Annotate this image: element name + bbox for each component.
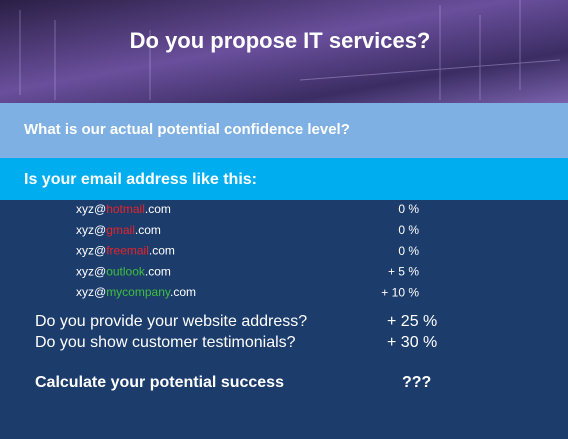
email-prefix: xyz@ <box>76 285 106 299</box>
email-score: 0 % <box>398 223 419 237</box>
criteria-list: Do you provide your website address? + 25… <box>35 313 437 351</box>
email-address: xyz@mycompany.com <box>76 285 196 299</box>
criterion-label: Do you provide your website address? <box>35 313 307 330</box>
email-suffix: .com <box>135 223 161 237</box>
email-prefix: xyz@ <box>76 202 106 216</box>
email-address: xyz@gmail.com <box>76 223 161 237</box>
email-suffix: .com <box>145 202 171 216</box>
email-domain: hotmail <box>106 202 145 216</box>
question: What is our actual potential confidence … <box>24 121 350 138</box>
question-band <box>0 103 568 158</box>
email-address: xyz@hotmail.com <box>76 202 171 216</box>
email-domain: gmail <box>106 223 135 237</box>
criterion-label: Do you show customer testimonials? <box>35 334 296 351</box>
result-score: ??? <box>402 374 431 391</box>
email-suffix: .com <box>145 265 171 279</box>
title: Do you propose IT services? <box>130 28 431 53</box>
body-background <box>0 200 568 439</box>
email-score: + 10 % <box>381 285 419 299</box>
email-band <box>0 158 568 200</box>
email-domain: mycompany <box>106 285 171 299</box>
email-suffix: .com <box>149 244 175 258</box>
criterion-score: + 30 % <box>387 334 437 351</box>
email-domain: outlook <box>106 265 146 279</box>
email-domain: freemail <box>106 244 149 258</box>
result-label: Calculate your potential success <box>35 374 284 391</box>
email-score: 0 % <box>398 202 419 216</box>
email-suffix: .com <box>170 285 196 299</box>
email-prefix: xyz@ <box>76 223 106 237</box>
email-address: xyz@outlook.com <box>76 265 171 279</box>
email-prefix: xyz@ <box>76 244 106 258</box>
email-prefix: xyz@ <box>76 265 106 279</box>
email-score: + 5 % <box>388 265 419 279</box>
email-score: 0 % <box>398 244 419 258</box>
header-background <box>0 0 568 103</box>
email-list: xyz@hotmail.com 0 %xyz@gmail.com 0 %xyz@fr… <box>76 202 419 299</box>
criterion-score: + 25 % <box>387 313 437 330</box>
email-address: xyz@freemail.com <box>76 244 175 258</box>
email-heading: Is your email address like this: <box>24 171 257 188</box>
header-decoration <box>19 0 561 100</box>
